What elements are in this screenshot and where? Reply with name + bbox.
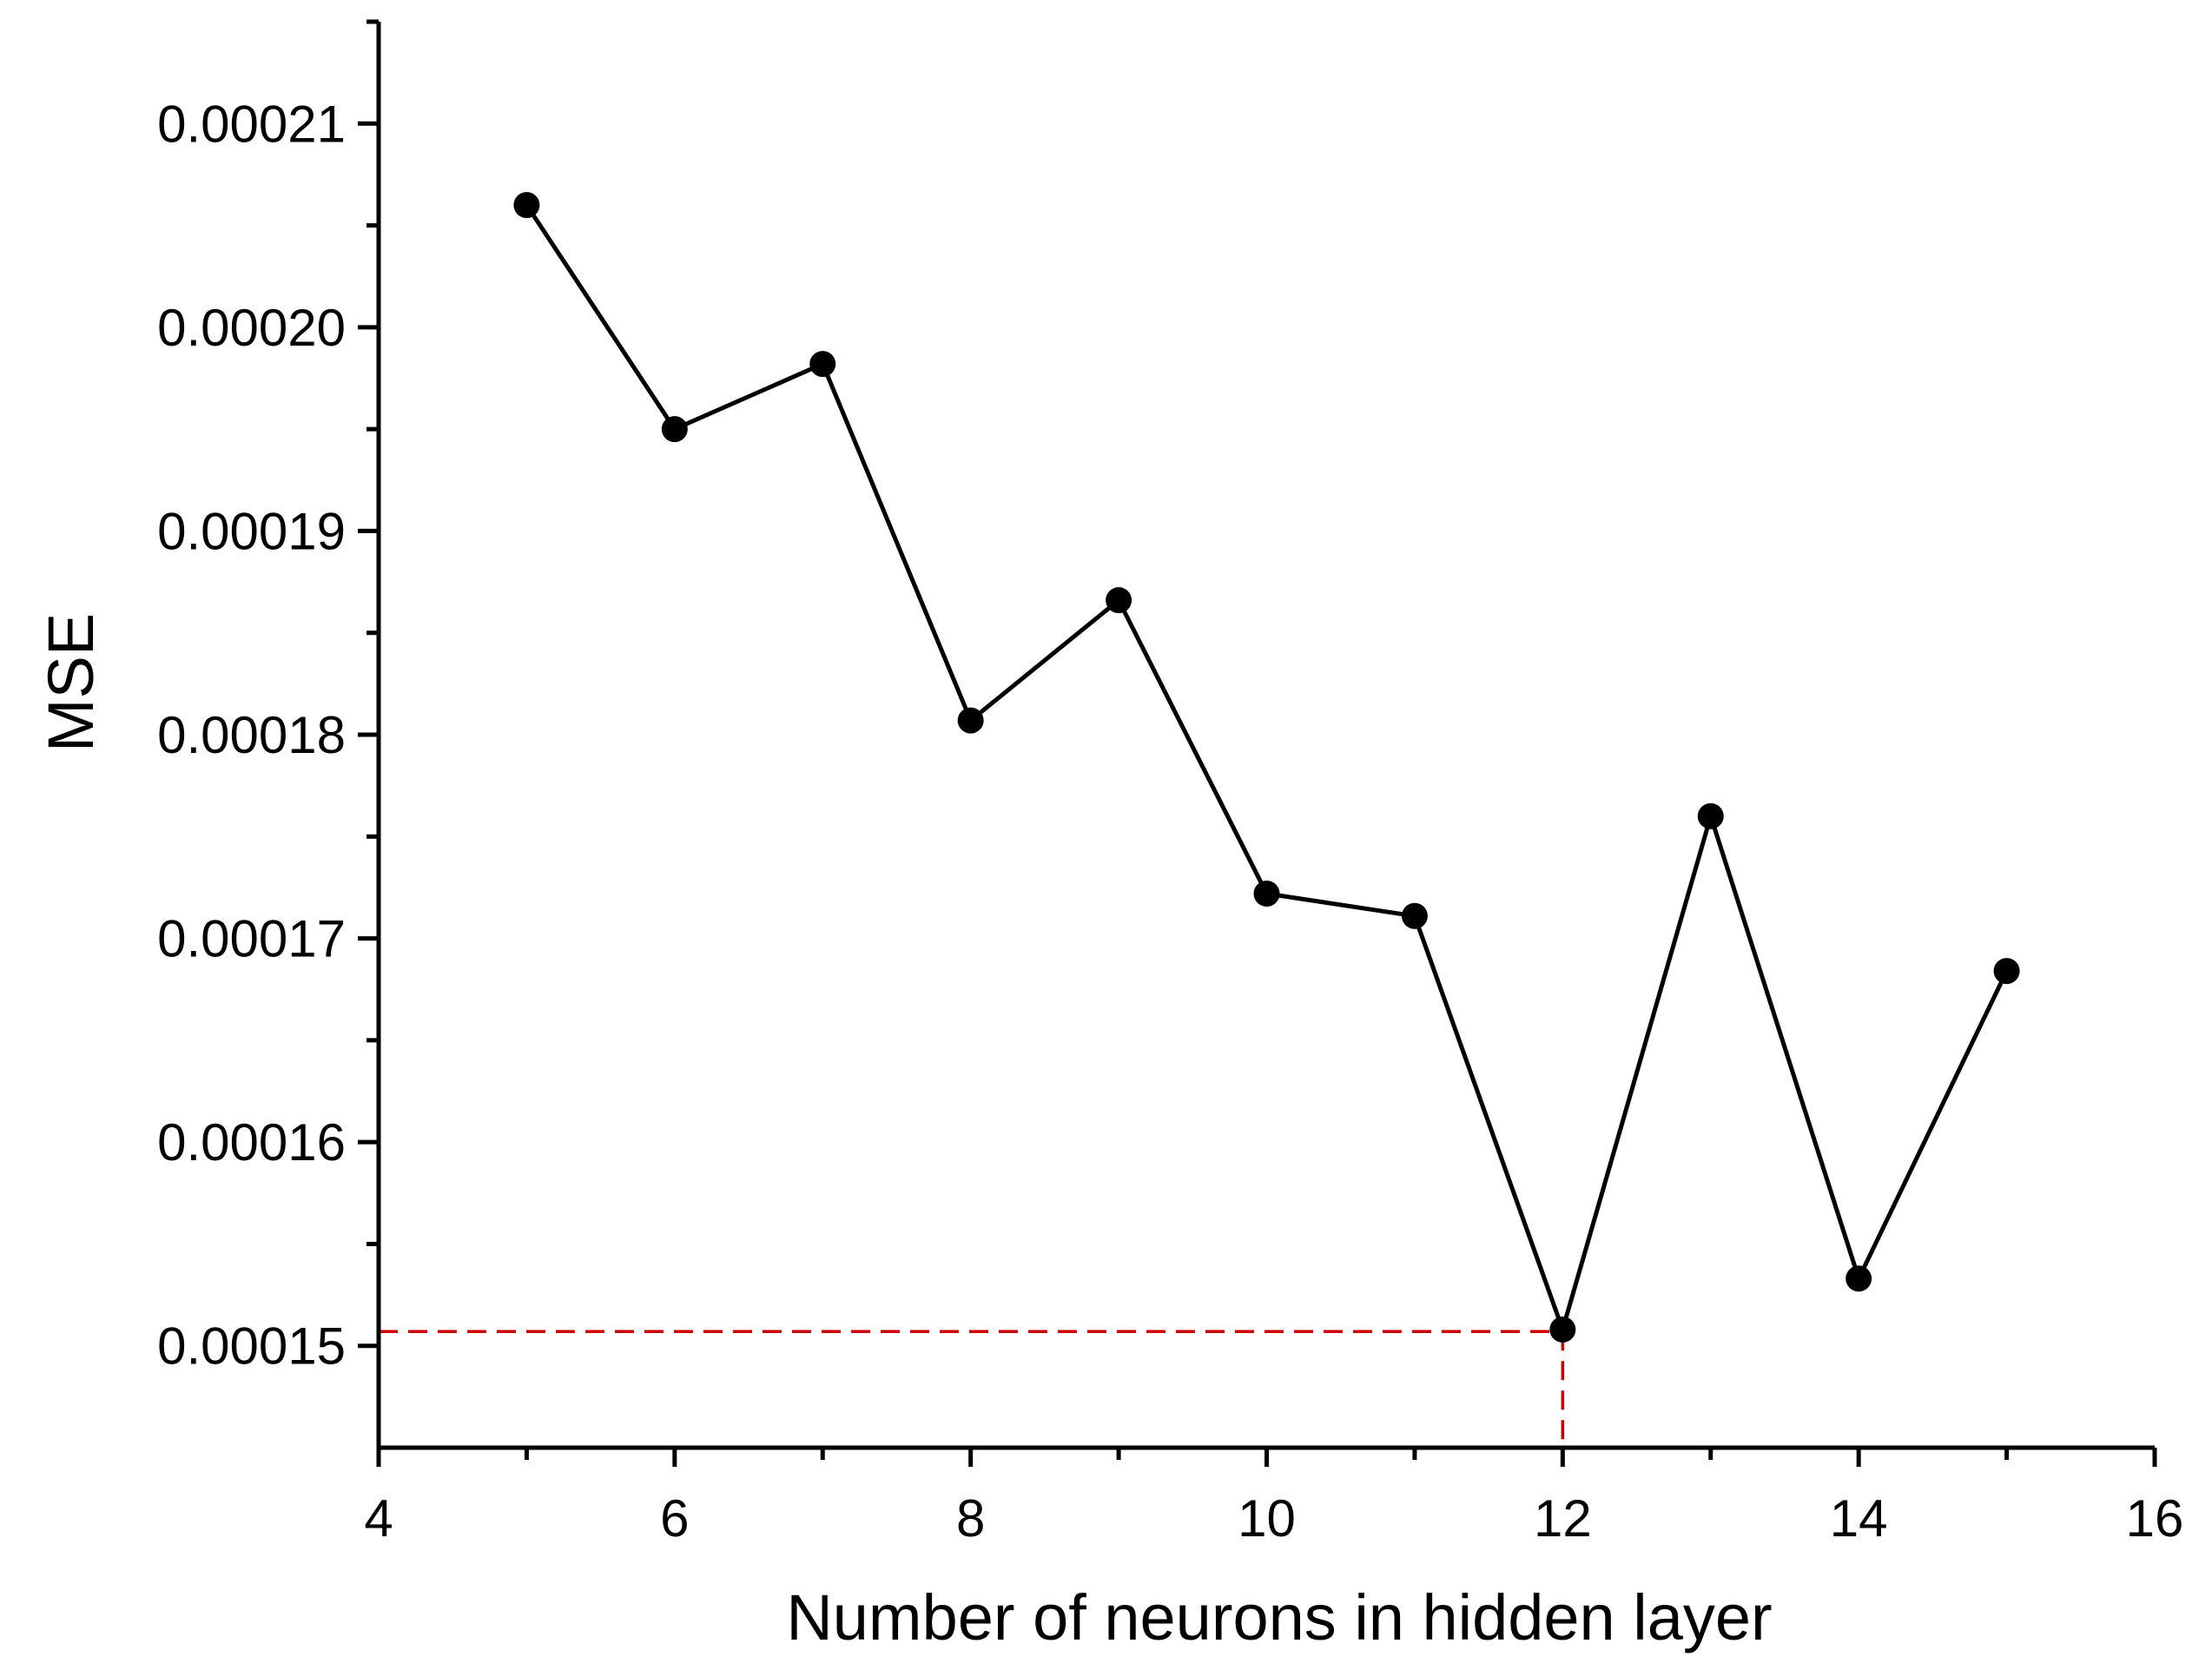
x-tick-label: 10: [1238, 1489, 1296, 1548]
x-tick-label: 14: [1830, 1489, 1888, 1548]
x-axis-title: Number of neurons in hidden layer: [786, 1581, 1772, 1653]
data-point: [1106, 587, 1132, 614]
data-point: [1697, 802, 1724, 829]
data-point: [513, 192, 540, 219]
axes: [358, 19, 2157, 1467]
data-point: [1846, 1265, 1872, 1292]
data-point: [809, 351, 836, 378]
data-point: [1549, 1316, 1576, 1343]
x-tick-label: 6: [660, 1489, 689, 1548]
y-tick-label: 0.00019: [157, 502, 346, 560]
series-line: [525, 203, 2009, 1332]
y-axis-title: MSE: [35, 613, 107, 752]
y-tick-label: 0.00018: [157, 706, 346, 764]
data-point: [1993, 958, 2020, 985]
y-tick-label: 0.00016: [157, 1113, 346, 1172]
data-point: [957, 707, 984, 734]
x-tick-label: 16: [2126, 1489, 2184, 1548]
reference-lines: [379, 1330, 1565, 1448]
data-point: [1253, 880, 1280, 907]
y-tick-label: 0.00021: [157, 95, 346, 153]
x-tick-label: 12: [1534, 1489, 1592, 1548]
x-tick-label: 8: [956, 1489, 985, 1548]
x-tick-label: 4: [364, 1489, 393, 1548]
data-series: [513, 192, 2020, 1343]
tick-labels: 0.00015 0.00016 0.00017 0.00018 0.00019 0.000…: [157, 95, 2183, 1548]
y-tick-label: 0.00017: [157, 910, 346, 968]
data-point: [661, 416, 688, 443]
y-tick-label: 0.00020: [157, 299, 346, 357]
data-point: [1401, 902, 1428, 929]
y-tick-label: 0.00015: [157, 1317, 346, 1376]
